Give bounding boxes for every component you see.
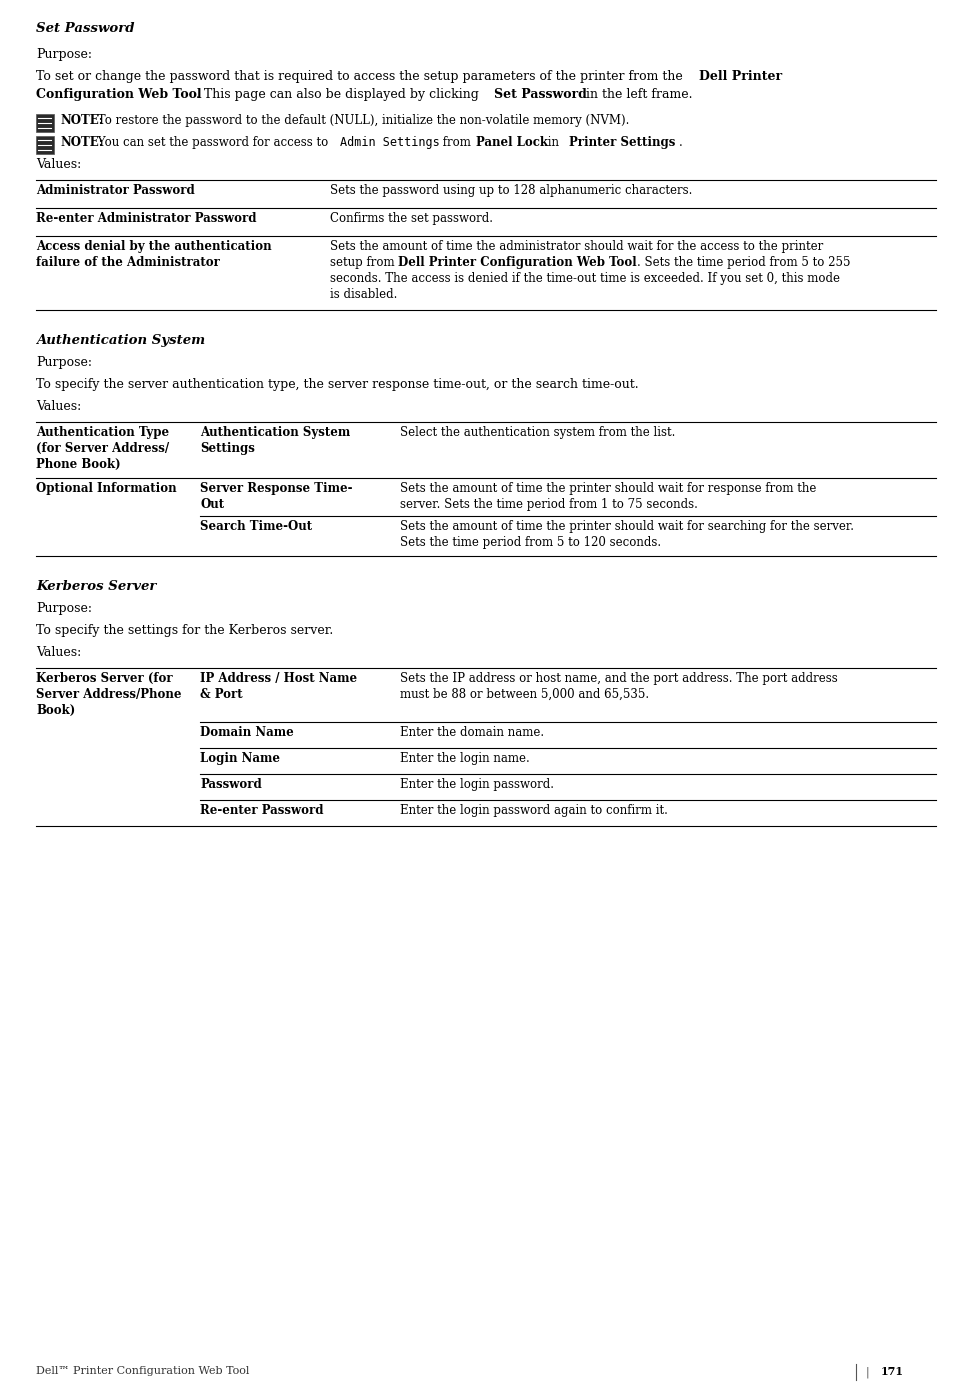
Text: To restore the password to the default (NULL), initialize the non-volatile memor: To restore the password to the default (…: [94, 114, 630, 127]
Text: Password: Password: [200, 778, 261, 790]
Text: Search Time-Out: Search Time-Out: [200, 520, 312, 533]
Text: server. Sets the time period from 1 to 75 seconds.: server. Sets the time period from 1 to 7…: [400, 498, 698, 512]
Text: Purpose:: Purpose:: [36, 355, 92, 369]
Text: Sets the time period from 5 to 120 seconds.: Sets the time period from 5 to 120 secon…: [400, 537, 661, 549]
Text: Sets the IP address or host name, and the port address. The port address: Sets the IP address or host name, and th…: [400, 672, 838, 684]
Text: IP Address / Host Name: IP Address / Host Name: [200, 672, 357, 684]
Text: To set or change the password that is required to access the setup parameters of: To set or change the password that is re…: [36, 70, 687, 84]
Text: Enter the domain name.: Enter the domain name.: [400, 726, 544, 739]
Text: Server Address/Phone: Server Address/Phone: [36, 689, 182, 701]
Text: Panel Lock: Panel Lock: [475, 137, 548, 149]
Text: Kerberos Server: Kerberos Server: [36, 580, 156, 592]
Text: .: .: [678, 137, 682, 149]
Text: is disabled.: is disabled.: [330, 289, 398, 301]
Text: Purpose:: Purpose:: [36, 47, 92, 61]
Text: Dell Printer Configuration Web Tool: Dell Printer Configuration Web Tool: [398, 256, 636, 269]
Text: Authentication System: Authentication System: [36, 335, 205, 347]
Text: from: from: [439, 137, 474, 149]
Text: Set Password: Set Password: [495, 88, 587, 100]
Text: Dell Printer: Dell Printer: [699, 70, 782, 84]
Text: Values:: Values:: [36, 158, 82, 171]
Text: Configuration Web Tool: Configuration Web Tool: [36, 88, 201, 100]
Text: NOTE:: NOTE:: [60, 137, 103, 149]
Text: Login Name: Login Name: [200, 751, 280, 765]
Text: in the left frame.: in the left frame.: [581, 88, 692, 100]
Text: Enter the login password again to confirm it.: Enter the login password again to confir…: [400, 804, 668, 817]
Text: Book): Book): [36, 704, 75, 717]
Text: Out: Out: [200, 498, 225, 512]
Text: (for Server Address/: (for Server Address/: [36, 442, 169, 454]
Text: Re-enter Password: Re-enter Password: [200, 804, 324, 817]
Text: Re-enter Administrator Password: Re-enter Administrator Password: [36, 212, 257, 224]
Text: Administrator Password: Administrator Password: [36, 184, 194, 197]
Text: Enter the login name.: Enter the login name.: [400, 751, 530, 765]
Text: You can set the password for access to: You can set the password for access to: [94, 137, 332, 149]
Text: failure of the Administrator: failure of the Administrator: [36, 256, 220, 269]
Text: Sets the amount of time the printer should wait for searching for the server.: Sets the amount of time the printer shou…: [400, 520, 854, 533]
FancyBboxPatch shape: [36, 114, 54, 132]
Text: . Sets the time period from 5 to 255: . Sets the time period from 5 to 255: [638, 256, 850, 269]
Text: & Port: & Port: [200, 689, 243, 701]
Text: Confirms the set password.: Confirms the set password.: [330, 212, 493, 224]
Text: Server Response Time-: Server Response Time-: [200, 482, 353, 495]
Text: Sets the amount of time the printer should wait for response from the: Sets the amount of time the printer shou…: [400, 482, 816, 495]
Text: Values:: Values:: [36, 400, 82, 413]
Text: Enter the login password.: Enter the login password.: [400, 778, 554, 790]
Text: Optional Information: Optional Information: [36, 482, 177, 495]
Text: Select the authentication system from the list.: Select the authentication system from th…: [400, 427, 676, 439]
Text: |: |: [866, 1366, 870, 1377]
Text: seconds. The access is denied if the time-out time is exceeded. If you set 0, th: seconds. The access is denied if the tim…: [330, 272, 840, 284]
Text: Dell™ Printer Configuration Web Tool: Dell™ Printer Configuration Web Tool: [36, 1366, 250, 1376]
Text: Authentication Type: Authentication Type: [36, 427, 169, 439]
Text: 171: 171: [881, 1366, 904, 1377]
Text: setup from: setup from: [330, 256, 399, 269]
Text: Set Password: Set Password: [36, 22, 134, 35]
Text: Printer Settings: Printer Settings: [569, 137, 676, 149]
Text: Admin Settings: Admin Settings: [340, 137, 439, 149]
Text: Sets the amount of time the administrator should wait for the access to the prin: Sets the amount of time the administrato…: [330, 240, 823, 252]
Text: . This page can also be displayed by clicking: . This page can also be displayed by cli…: [195, 88, 482, 100]
Text: Values:: Values:: [36, 645, 82, 659]
Text: Purpose:: Purpose:: [36, 602, 92, 615]
Text: Access denial by the authentication: Access denial by the authentication: [36, 240, 271, 252]
Text: Domain Name: Domain Name: [200, 726, 294, 739]
Text: Authentication System: Authentication System: [200, 427, 350, 439]
Text: must be 88 or between 5,000 and 65,535.: must be 88 or between 5,000 and 65,535.: [400, 689, 649, 701]
Text: Kerberos Server (for: Kerberos Server (for: [36, 672, 173, 684]
Text: NOTE:: NOTE:: [60, 114, 103, 127]
Text: Sets the password using up to 128 alphanumeric characters.: Sets the password using up to 128 alphan…: [330, 184, 692, 197]
Text: To specify the server authentication type, the server response time-out, or the : To specify the server authentication typ…: [36, 378, 639, 390]
Text: in: in: [544, 137, 563, 149]
Text: To specify the settings for the Kerberos server.: To specify the settings for the Kerberos…: [36, 625, 333, 637]
Text: Settings: Settings: [200, 442, 255, 454]
FancyBboxPatch shape: [36, 137, 54, 153]
Text: Phone Book): Phone Book): [36, 459, 121, 471]
